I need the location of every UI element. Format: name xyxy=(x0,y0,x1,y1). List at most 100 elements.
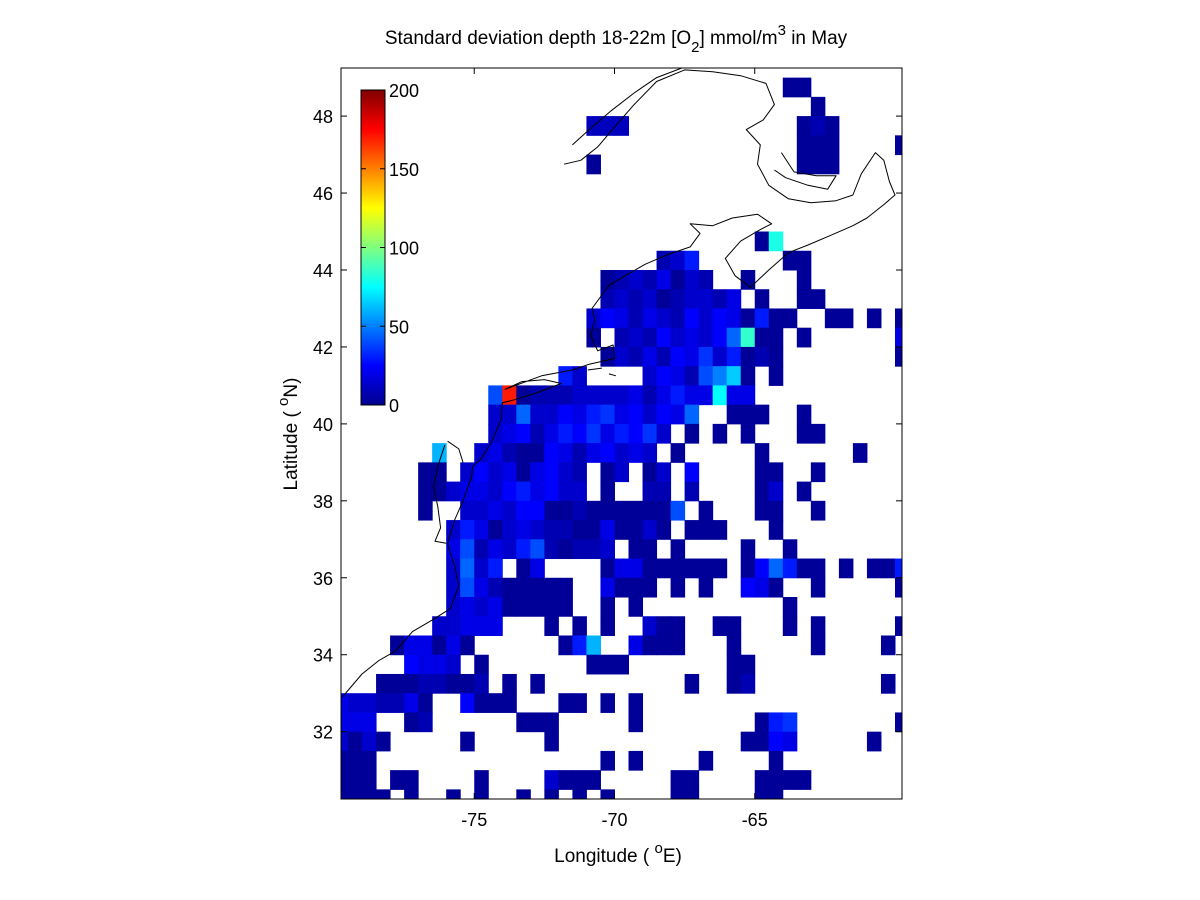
heatmap-cell xyxy=(502,520,517,540)
heatmap-cell xyxy=(894,308,902,329)
heatmap-cell xyxy=(796,327,812,348)
heatmap-cell xyxy=(712,616,728,636)
heatmap-cell xyxy=(810,289,826,309)
heatmap-cell xyxy=(600,539,615,560)
heatmap-cell xyxy=(600,789,615,799)
heatmap-cell xyxy=(474,558,489,579)
heatmap-cell xyxy=(341,770,349,790)
heatmap-cell xyxy=(558,770,573,790)
heatmap-cell xyxy=(474,539,489,560)
x-tick-label: -75 xyxy=(461,810,487,830)
heatmap-cell xyxy=(348,750,363,771)
heatmap-cell xyxy=(558,577,573,598)
heatmap-cell xyxy=(768,520,784,540)
heatmap-cell xyxy=(460,558,475,579)
heatmap-cell xyxy=(516,577,531,598)
heatmap-cell xyxy=(460,481,475,502)
heatmap-cell xyxy=(516,597,531,617)
heatmap-cell xyxy=(502,539,517,560)
heatmap-cell xyxy=(838,308,854,329)
heatmap-cell xyxy=(558,423,573,444)
heatmap-cell xyxy=(628,539,644,560)
heatmap-cell xyxy=(684,558,700,579)
heatmap-cell xyxy=(390,635,405,656)
heatmap-cell xyxy=(586,154,601,175)
heatmap-cell xyxy=(572,404,587,425)
colorbar-labels: 0 50 100 150 200 xyxy=(389,81,419,416)
heatmap-cell xyxy=(698,577,714,598)
x-tick-labels: -75 -70 -65 xyxy=(461,810,768,830)
heatmap-cell xyxy=(572,616,587,636)
heatmap-cell xyxy=(670,558,686,579)
heatmap-cell xyxy=(642,462,658,483)
heatmap-cell xyxy=(418,462,433,483)
heatmap-cell xyxy=(768,770,784,790)
heatmap-cell xyxy=(460,577,475,598)
heatmap-cell xyxy=(656,423,672,444)
heatmap-cell xyxy=(600,423,615,444)
ylabel-suffix: N) xyxy=(281,378,302,398)
heatmap-cell xyxy=(446,673,461,694)
heatmap-cell xyxy=(642,520,658,540)
axis-ticks xyxy=(341,68,902,799)
heatmap-cell xyxy=(572,443,587,463)
heatmap-cell xyxy=(782,770,798,790)
heatmap-cell xyxy=(572,462,587,483)
heatmap-cell xyxy=(600,500,615,521)
heatmap-cell xyxy=(404,712,419,733)
heatmap-cell xyxy=(516,385,531,406)
heatmap-cell xyxy=(656,250,672,271)
heatmap-cell xyxy=(460,539,475,560)
heatmap-cell xyxy=(754,731,770,752)
heatmap-cell xyxy=(698,520,714,540)
heatmap-cell xyxy=(600,750,615,771)
heatmap-cell xyxy=(502,597,517,617)
heatmap-cell xyxy=(586,327,601,348)
heatmap-cell xyxy=(656,385,672,406)
heatmap-cell xyxy=(558,404,573,425)
heatmap-cell xyxy=(698,385,714,406)
heatmap-cell xyxy=(474,500,489,521)
heatmap-cell xyxy=(684,366,700,386)
heatmap-cell xyxy=(614,116,630,136)
heatmap-cell xyxy=(684,462,700,483)
heatmap-cell xyxy=(712,558,728,579)
heatmap-cell xyxy=(600,558,615,579)
heatmap-cell xyxy=(348,693,363,713)
heatmap-cell xyxy=(740,539,756,560)
heatmap-cell xyxy=(586,635,601,656)
heatmap-cell xyxy=(530,597,545,617)
heatmap-cell xyxy=(404,789,419,799)
heatmap-cell xyxy=(390,770,405,790)
heatmap-cell xyxy=(516,558,531,579)
heatmap-cell xyxy=(782,616,798,636)
heatmap-cell xyxy=(726,616,742,636)
heatmap-cell xyxy=(782,597,798,617)
heatmap-cell xyxy=(558,366,573,386)
heatmap-cell xyxy=(460,635,475,656)
heatmap-cell xyxy=(810,154,826,175)
heatmap-cell xyxy=(488,558,503,579)
title-suffix: in May xyxy=(786,28,848,49)
heatmap-cell xyxy=(390,673,405,694)
heatmap-cell xyxy=(670,346,686,367)
heatmap-cell xyxy=(474,481,489,502)
heatmap-cell xyxy=(628,327,644,348)
heatmap-cell xyxy=(488,462,503,483)
heatmap-cell xyxy=(796,770,812,790)
heatmap-cell xyxy=(740,673,756,694)
heatmap-cell xyxy=(460,597,475,617)
heatmap-cell xyxy=(488,520,503,540)
heatmap-cell xyxy=(712,423,728,444)
heatmap-cell xyxy=(460,673,475,694)
heatmap-cell xyxy=(600,346,615,367)
heatmap-cell xyxy=(684,404,700,425)
heatmap-cell xyxy=(642,385,658,406)
heatmap-cell xyxy=(600,385,615,406)
heatmap-cell xyxy=(642,500,658,521)
heatmap-cell xyxy=(726,404,742,425)
heatmap-cell xyxy=(614,500,630,521)
heatmap-cell xyxy=(838,558,854,579)
colorbar-tick-label: 200 xyxy=(389,81,419,101)
